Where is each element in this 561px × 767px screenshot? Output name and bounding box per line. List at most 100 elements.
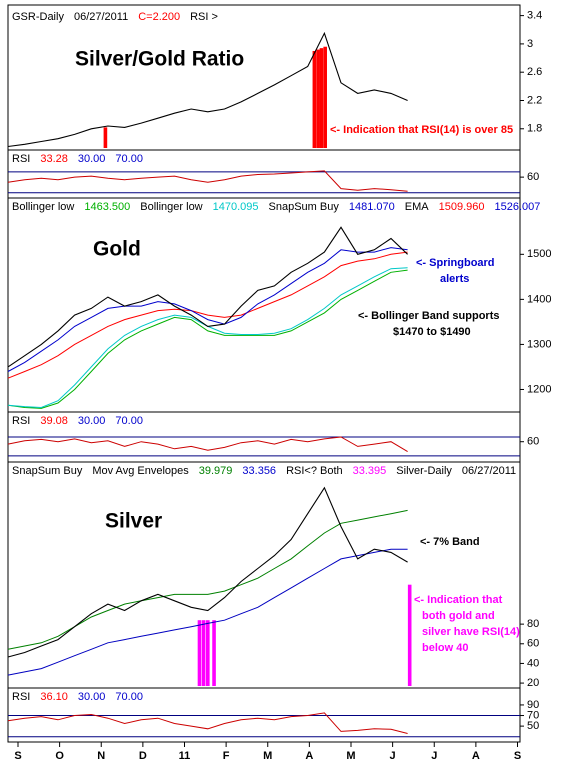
header-item: RSI > bbox=[190, 11, 218, 23]
x-tick-label: N bbox=[97, 750, 105, 762]
series-line bbox=[7, 31, 408, 148]
signal-bar bbox=[312, 50, 317, 148]
y-tick-label: 60 bbox=[527, 171, 539, 183]
series-line bbox=[7, 269, 408, 409]
annotation: <- Indication that bbox=[414, 594, 503, 606]
y-tick-label: 2.6 bbox=[527, 66, 542, 78]
series-line bbox=[7, 170, 408, 192]
series-line bbox=[7, 548, 408, 676]
series-line bbox=[7, 436, 408, 453]
annotation: both gold and bbox=[422, 610, 495, 622]
x-tick-label: S bbox=[514, 750, 521, 762]
panel-header: Bollinger low 1463.500 Bollinger low 1470.0… bbox=[12, 201, 540, 213]
y-tick-label: 50 bbox=[527, 720, 539, 732]
header-item: RSI<? Both bbox=[286, 465, 343, 477]
panel-header: RSI 33.28 30.00 70.00 bbox=[12, 153, 143, 165]
y-tick-label: 70 bbox=[527, 709, 539, 721]
header-item: 70.00 bbox=[115, 415, 143, 427]
header-item: 06/27/2011 bbox=[74, 11, 128, 23]
annotation: <- Indication that RSI(14) is over 85 bbox=[330, 124, 513, 136]
signal-bar bbox=[319, 48, 324, 148]
header-item: RSI bbox=[12, 415, 30, 427]
header-item: 33.28 bbox=[40, 153, 68, 165]
x-tick-label: S bbox=[14, 750, 21, 762]
header-item: 33.395 bbox=[353, 465, 387, 477]
y2-tick-label: 20 bbox=[527, 677, 539, 689]
header-item: 39.08 bbox=[40, 415, 68, 427]
header-item: 39.979 bbox=[199, 465, 233, 477]
signal-bar bbox=[316, 49, 320, 148]
header-item: SnapSum Buy bbox=[269, 201, 340, 213]
y2-tick-label: 40 bbox=[527, 657, 539, 669]
y2-tick-label: 80 bbox=[527, 618, 539, 630]
series-line bbox=[7, 267, 408, 409]
signal-bar bbox=[201, 620, 206, 686]
header-item: RSI bbox=[12, 691, 30, 703]
annotation: <- Bollinger Band supports bbox=[358, 310, 499, 322]
header-item: Mov Avg Envelopes bbox=[92, 465, 189, 477]
y-tick-label: 1200 bbox=[527, 383, 551, 395]
annotation: alerts bbox=[440, 273, 469, 285]
y-tick-label: 1500 bbox=[527, 248, 551, 260]
panel-header: SnapSum Buy Mov Avg Envelopes 39.979 33.356… bbox=[12, 465, 516, 477]
x-tick-label: J bbox=[431, 750, 437, 762]
signal-bar bbox=[407, 584, 412, 686]
x-tick-label: 11 bbox=[179, 750, 191, 762]
header-item: 1526.007 bbox=[494, 201, 540, 213]
annotation: below 40 bbox=[422, 642, 468, 654]
panel-title: Silver bbox=[105, 510, 162, 533]
x-tick-label: D bbox=[139, 750, 147, 762]
header-item: 1470.095 bbox=[213, 201, 259, 213]
x-tick-label: O bbox=[55, 750, 64, 762]
header-item: EMA bbox=[405, 201, 430, 213]
annotation: silver have RSI(14) bbox=[422, 626, 520, 638]
signal-bar bbox=[103, 127, 108, 148]
x-tick-label: J bbox=[390, 750, 396, 762]
annotation: $1470 to $1490 bbox=[393, 326, 471, 338]
x-tick-label: M bbox=[346, 750, 355, 762]
header-item: 30.00 bbox=[78, 153, 106, 165]
panel-header: RSI 36.10 30.00 70.00 bbox=[12, 691, 143, 703]
header-item: 70.00 bbox=[115, 691, 143, 703]
y-tick-label: 1300 bbox=[527, 338, 551, 350]
x-tick-label: M bbox=[263, 750, 272, 762]
series-line bbox=[7, 226, 408, 368]
header-item: 30.00 bbox=[78, 415, 106, 427]
y-tick-label: 1.8 bbox=[527, 123, 542, 135]
header-item: 36.10 bbox=[40, 691, 68, 703]
header-item: 1463.500 bbox=[84, 201, 130, 213]
y-tick-label: 1400 bbox=[527, 293, 551, 305]
header-item: Bollinger low bbox=[140, 201, 202, 213]
frame bbox=[7, 4, 521, 743]
header-item: 06/27/2011 bbox=[462, 465, 516, 477]
signal-bar bbox=[197, 620, 202, 686]
y-tick-label: 2.2 bbox=[527, 94, 542, 106]
series-line bbox=[7, 486, 408, 658]
header-item: GSR-Daily bbox=[12, 11, 64, 23]
x-tick-label: F bbox=[223, 750, 230, 762]
header-item: 1509.960 bbox=[439, 201, 485, 213]
series-line bbox=[7, 247, 408, 372]
annotation: <- Springboard bbox=[416, 257, 495, 269]
y2-tick-label: 60 bbox=[527, 638, 539, 650]
header-item: 30.00 bbox=[78, 691, 106, 703]
panel-header: RSI 39.08 30.00 70.00 bbox=[12, 415, 143, 427]
series-line bbox=[7, 712, 408, 734]
panel-title: Gold bbox=[93, 238, 141, 261]
header-item: Bollinger low bbox=[12, 201, 74, 213]
y-tick-label: 60 bbox=[527, 436, 539, 448]
y-tick-label: 3 bbox=[527, 38, 533, 50]
panel-header: GSR-Daily 06/27/2011 C=2.200 RSI > bbox=[12, 11, 218, 23]
signal-bar bbox=[206, 620, 210, 686]
header-item: RSI bbox=[12, 153, 30, 165]
header-item: 70.00 bbox=[115, 153, 143, 165]
signal-bar bbox=[323, 46, 327, 149]
y-tick-label: 3.4 bbox=[527, 10, 542, 22]
signal-bar bbox=[212, 620, 216, 686]
header-item: 33.356 bbox=[242, 465, 276, 477]
x-tick-label: A bbox=[472, 750, 480, 762]
x-tick-label: A bbox=[305, 750, 313, 762]
header-item: Silver-Daily bbox=[396, 465, 452, 477]
